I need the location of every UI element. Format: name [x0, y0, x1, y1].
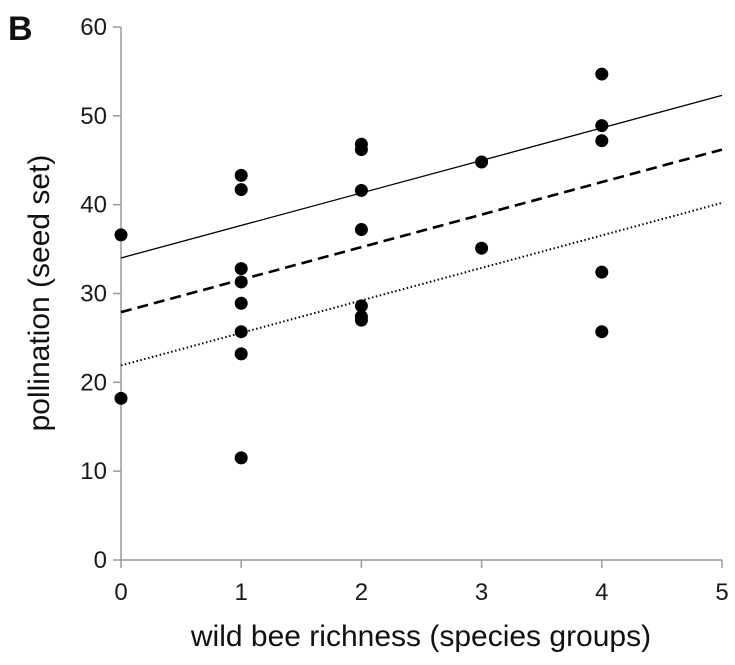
data-point [354, 143, 368, 157]
y-tick-label: 60 [80, 14, 107, 41]
x-axis-ticks: 0 1 2 3 4 5 [114, 560, 729, 606]
y-axis-ticks: 0 10 20 30 40 50 60 [80, 14, 121, 574]
x-tick-label: 2 [355, 579, 368, 606]
data-point [234, 183, 248, 197]
trend-line-solid [120, 94, 723, 259]
data-point [354, 223, 368, 237]
y-axis-title: pollination (seed set) [23, 155, 56, 432]
data-point [234, 275, 248, 289]
data-point [234, 262, 248, 276]
x-axis-title: wild bee richness (species groups) [190, 620, 651, 653]
data-point [475, 155, 489, 169]
data-point [114, 391, 128, 405]
data-point [475, 241, 489, 255]
data-point [354, 313, 368, 327]
data-point [234, 296, 248, 310]
trend-line-dashed [120, 148, 723, 314]
x-tick-label: 4 [595, 579, 608, 606]
data-point [595, 325, 609, 339]
y-tick-label: 30 [80, 281, 107, 308]
x-tick-label: 5 [715, 579, 728, 606]
y-tick-label: 10 [80, 458, 107, 485]
data-point [354, 299, 368, 313]
x-tick-label: 3 [475, 579, 488, 606]
data-point [114, 228, 128, 242]
data-point [234, 325, 248, 339]
y-tick-label: 20 [80, 369, 107, 396]
data-point [234, 168, 248, 182]
data-point [234, 451, 248, 465]
data-points [114, 67, 609, 465]
data-point [595, 134, 609, 148]
data-point [595, 67, 609, 81]
trend-lines [120, 94, 723, 367]
y-tick-label: 40 [80, 192, 107, 219]
data-point [354, 183, 368, 197]
panel-label: B [8, 10, 33, 48]
data-point [234, 347, 248, 361]
trend-line-dotted [120, 201, 723, 367]
y-tick-label: 50 [80, 103, 107, 130]
data-point [595, 265, 609, 279]
x-tick-label: 1 [235, 579, 248, 606]
y-tick-label: 0 [94, 547, 107, 574]
data-point [595, 119, 609, 133]
x-tick-label: 0 [114, 579, 127, 606]
